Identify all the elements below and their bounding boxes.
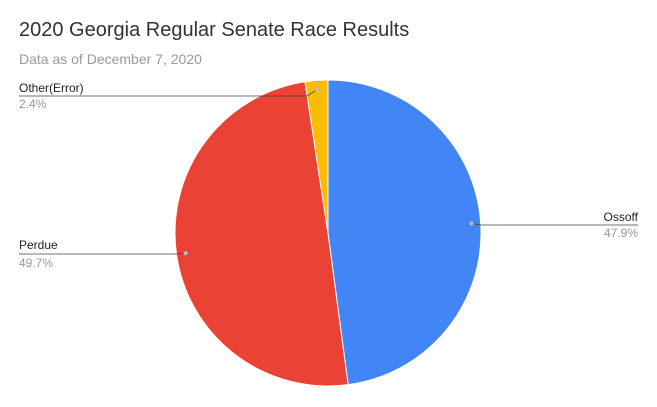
leader-line xyxy=(19,89,318,97)
chart-subtitle: Data as of December 7, 2020 xyxy=(19,51,202,67)
chart-title: 2020 Georgia Regular Senate Race Results xyxy=(19,19,410,41)
pie-slice-perdue xyxy=(174,81,349,387)
leader-line xyxy=(19,252,186,255)
slice-label-name: Ossoff xyxy=(604,210,639,224)
pie-slice-ossoff xyxy=(327,79,482,386)
leader-line xyxy=(471,223,638,226)
slice-label-name: Perdue xyxy=(19,238,58,252)
leader-dot xyxy=(315,87,320,92)
leader-dot xyxy=(183,251,188,256)
slice-label-value: 47.9% xyxy=(604,226,638,240)
leader-dot xyxy=(469,221,474,226)
pie-slice-other-error xyxy=(304,79,329,234)
slice-label-value: 2.4% xyxy=(19,97,47,111)
slice-label-value: 49.7% xyxy=(19,256,53,270)
slice-label-name: Other(Error) xyxy=(19,81,84,95)
